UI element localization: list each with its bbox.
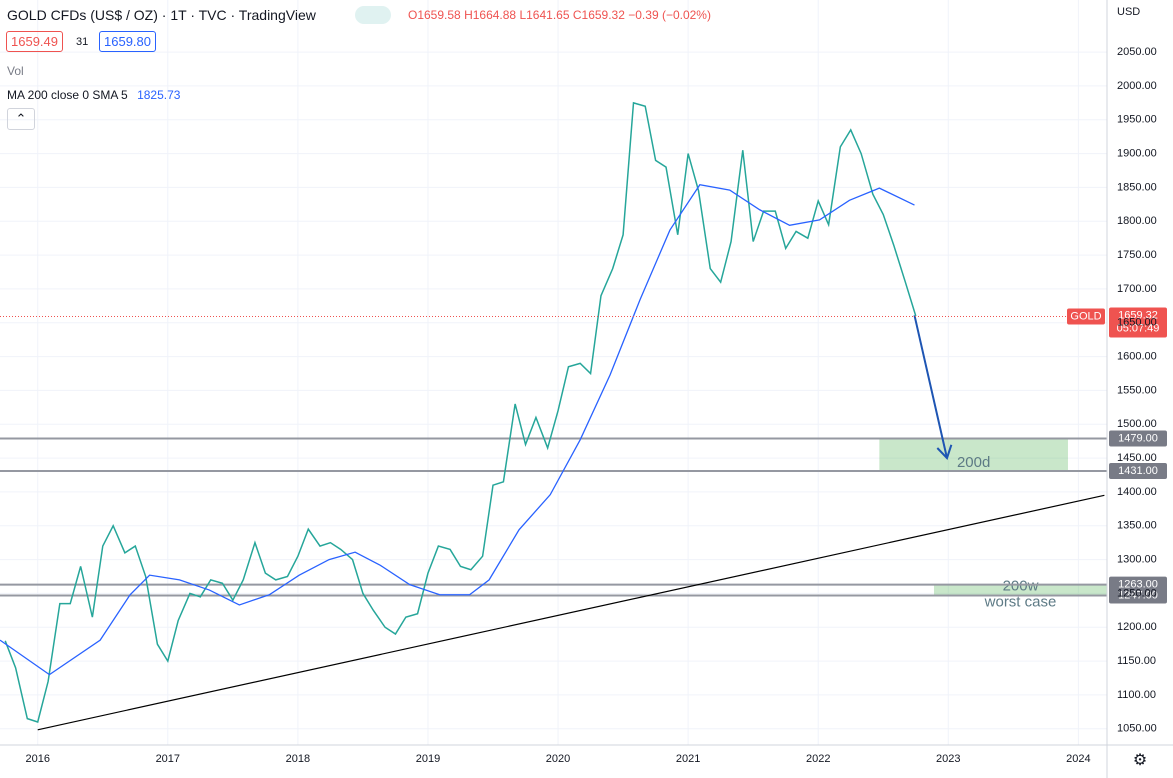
zone [933, 584, 1107, 596]
countdown: 05:07:49 [1117, 322, 1160, 334]
y-tick-label: 1150.00 [1117, 655, 1156, 667]
currency[interactable]: USD [1117, 6, 1141, 18]
x-tick-label: 2020 [546, 753, 570, 765]
x-tick-label: 2017 [156, 753, 180, 765]
trendline [37, 494, 1105, 731]
symbol-label: GOLD [1070, 310, 1101, 322]
x-tick-label: 2021 [676, 753, 700, 765]
spread: 31 [76, 36, 89, 48]
y-tick-label: 1300.00 [1117, 554, 1157, 566]
y-tick-label: 1250.00 [1117, 587, 1157, 599]
y-tick-label: 1500.00 [1117, 418, 1157, 430]
price-tag [1109, 307, 1167, 338]
y-tick-label: 1700.00 [1117, 283, 1157, 295]
y-tick-label: 2050.00 [1117, 46, 1157, 58]
bid[interactable]: 1659.49 [6, 31, 63, 52]
y-tick-label: 2000.00 [1117, 80, 1157, 92]
x-tick-label: 2022 [806, 753, 830, 765]
high: H1664.88 [464, 8, 517, 22]
x-tick-label: 2016 [25, 753, 49, 765]
level-tag [1109, 587, 1167, 604]
y-tick-label: 1200.00 [1117, 621, 1157, 633]
y-tick-label: 1750.00 [1117, 249, 1157, 261]
ask[interactable]: 1659.80 [99, 31, 156, 52]
x-tick-label: 2019 [416, 753, 440, 765]
x-tick-label: 2018 [286, 753, 310, 765]
y-tick-label: 1800.00 [1117, 215, 1157, 227]
zone-label: 200w [1003, 578, 1039, 595]
volume-label: Vol [7, 64, 24, 78]
level-label: 1479.00 [1118, 432, 1158, 444]
indicator: MA 200 close 0 SMA 5 1825.73 [7, 88, 180, 102]
y-tick-label: 1100.00 [1117, 689, 1156, 701]
zone-label: worst case [984, 594, 1057, 611]
symbol-tag [1067, 308, 1105, 325]
series-line [0, 184, 915, 676]
price-label: 1659.32 [1118, 309, 1158, 321]
indicator-value: 1825.73 [137, 88, 181, 102]
level-tag [1109, 462, 1167, 479]
y-tick-label: 1400.00 [1117, 486, 1157, 498]
open: O1659.58 [408, 8, 461, 22]
y-tick-label: 1450.00 [1117, 452, 1157, 464]
status-pill[interactable] [355, 6, 391, 24]
close: C1659.32 [572, 8, 625, 22]
y-tick-label: 1650.00 [1117, 317, 1157, 329]
zone [879, 438, 1068, 471]
indicator-name: MA 200 close 0 SMA 5 [7, 88, 128, 102]
low: L1641.65 [519, 8, 570, 22]
chart-title: GOLD CFDs (US$ / OZ) · 1T · TVC · Tradin… [7, 7, 316, 23]
y-tick-label: 1950.00 [1117, 114, 1157, 126]
y-tick-label: 1550.00 [1117, 384, 1157, 396]
collapse-button[interactable]: ⌃ [7, 108, 35, 130]
level-label: 1431.00 [1118, 465, 1158, 477]
y-tick-label: 1600.00 [1117, 351, 1157, 363]
arrow-head [936, 444, 953, 460]
arrow [913, 315, 948, 459]
series-line [4, 101, 917, 723]
y-tick-label: 1350.00 [1117, 520, 1157, 532]
zone-label: 200d [957, 454, 990, 471]
y-tick-label: 1050.00 [1117, 723, 1157, 735]
y-tick-label: 1850.00 [1117, 181, 1157, 193]
ohlc: O1659.58 H1664.88 L1641.65 C1659.32 −0.3… [408, 8, 711, 22]
settings-icon[interactable]: ⚙ [1133, 752, 1147, 769]
y-tick-label: 1900.00 [1117, 148, 1157, 160]
level-tag [1109, 430, 1167, 447]
x-tick-label: 2024 [1066, 753, 1090, 765]
level-label: 1247.00 [1118, 589, 1158, 601]
x-tick-label: 2023 [936, 753, 960, 765]
change: −0.39 (−0.02%) [628, 8, 711, 22]
